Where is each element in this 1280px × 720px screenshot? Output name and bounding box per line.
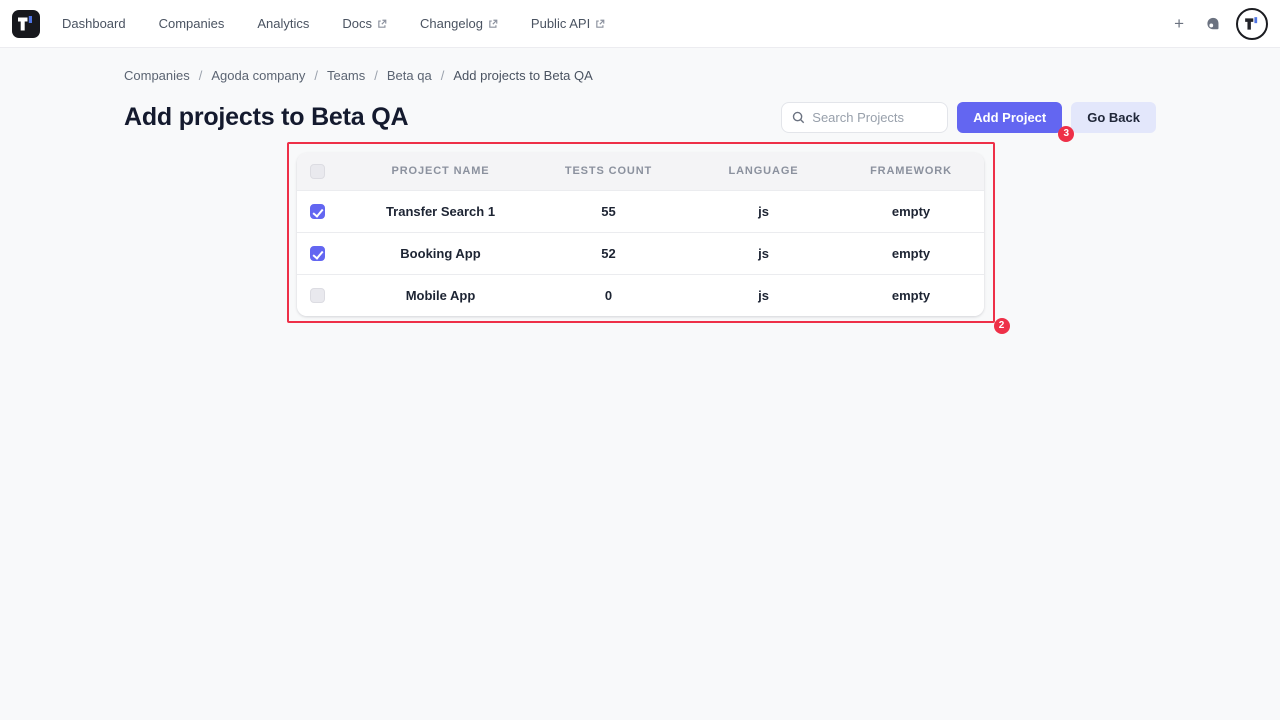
cell-framework: empty — [838, 189, 984, 232]
cell-tests-count: 55 — [528, 189, 689, 232]
cell-tests-count: 52 — [528, 231, 689, 274]
main-nav: Dashboard Companies Analytics Docs Chang… — [62, 16, 605, 31]
select-all-checkbox[interactable] — [309, 163, 325, 179]
cell-language: js — [688, 189, 839, 232]
app-logo-icon[interactable] — [12, 9, 40, 38]
cell-project-name: Mobile App — [352, 273, 529, 316]
cell-framework: empty — [838, 231, 984, 274]
breadcrumb-agoda-company[interactable]: Agoda company — [211, 68, 306, 83]
nav-docs[interactable]: Docs — [342, 16, 387, 31]
user-avatar[interactable] — [1236, 7, 1268, 40]
cell-tests-count: 0 — [528, 273, 689, 316]
breadcrumb-beta-qa[interactable]: Beta qa — [386, 68, 432, 83]
cell-project-name: Transfer Search 1 — [352, 189, 529, 232]
nav-changelog-label: Changelog — [420, 16, 483, 31]
cell-project-name: Booking App — [352, 231, 529, 274]
projects-table: PROJECT NAME TESTS COUNT LANGUAGE FRAMEW… — [296, 153, 984, 316]
page-content: Companies / Agoda company / Teams / Beta… — [0, 48, 1280, 334]
annotation-badge-2: 2 — [993, 318, 1010, 334]
breadcrumb: Companies / Agoda company / Teams / Beta… — [124, 68, 1156, 83]
breadcrumb-separator: / — [198, 68, 203, 83]
page-controls: Add Project 3 Go Back — [781, 102, 1156, 142]
title-row: Add projects to Beta QA Add Project 3 Go… — [124, 102, 1156, 142]
cell-framework: empty — [838, 273, 984, 316]
projects-table-card: PROJECT NAME TESTS COUNT LANGUAGE FRAMEW… — [296, 153, 984, 316]
column-header-project-name: PROJECT NAME — [352, 153, 529, 190]
search-projects-box — [781, 102, 949, 133]
breadcrumb-separator: / — [314, 68, 318, 83]
nav-companies-label: Companies — [158, 16, 225, 31]
page-title: Add projects to Beta QA — [124, 103, 409, 131]
nav-companies[interactable]: Companies — [159, 16, 225, 31]
nav-analytics[interactable]: Analytics — [257, 16, 309, 31]
add-project-wrap: Add Project 3 — [957, 102, 1075, 142]
column-header-language: LANGUAGE — [688, 153, 839, 190]
cell-language: js — [688, 231, 839, 274]
nav-dashboard-label: Dashboard — [62, 16, 126, 31]
breadcrumb-teams[interactable]: Teams — [326, 68, 366, 83]
external-link-icon — [488, 19, 498, 29]
go-back-button[interactable]: Go Back — [1071, 102, 1156, 133]
breadcrumb-current: Add projects to Beta QA — [453, 68, 593, 83]
topbar-right-actions: + — [1170, 7, 1268, 40]
cell-language: js — [688, 273, 839, 316]
search-icon — [792, 111, 805, 124]
breadcrumb-separator: / — [440, 68, 445, 83]
nav-public-api-label: Public API — [530, 16, 591, 31]
breadcrumb-companies[interactable]: Companies — [124, 68, 190, 83]
nav-docs-label: Docs — [342, 16, 373, 31]
support-chat-icon[interactable] — [1203, 15, 1221, 33]
top-navigation-bar: Dashboard Companies Analytics Docs Chang… — [0, 0, 1280, 48]
breadcrumb-separator: / — [374, 68, 378, 83]
row-checkbox[interactable] — [309, 246, 325, 262]
column-header-tests-count: TESTS COUNT — [528, 153, 689, 190]
row-checkbox[interactable] — [309, 288, 325, 304]
row-checkbox[interactable] — [309, 204, 325, 220]
table-header-row: PROJECT NAME TESTS COUNT LANGUAGE FRAMEW… — [296, 153, 984, 190]
projects-table-wrap: PROJECT NAME TESTS COUNT LANGUAGE FRAMEW… — [286, 142, 1010, 334]
nav-dashboard[interactable]: Dashboard — [62, 16, 126, 31]
table-row: Transfer Search 1 55 js empty — [296, 189, 984, 232]
nav-analytics-label: Analytics — [257, 16, 310, 31]
add-project-button[interactable]: Add Project — [957, 102, 1063, 133]
column-header-framework: FRAMEWORK — [838, 153, 984, 190]
table-row: Booking App 52 js empty — [296, 231, 984, 274]
search-projects-input[interactable] — [812, 110, 938, 125]
external-link-icon — [595, 19, 605, 29]
table-row: Mobile App 0 js empty — [296, 273, 984, 316]
add-new-button[interactable]: + — [1170, 13, 1188, 34]
nav-public-api[interactable]: Public API — [531, 16, 605, 31]
external-link-icon — [377, 19, 387, 29]
nav-changelog[interactable]: Changelog — [420, 16, 498, 31]
